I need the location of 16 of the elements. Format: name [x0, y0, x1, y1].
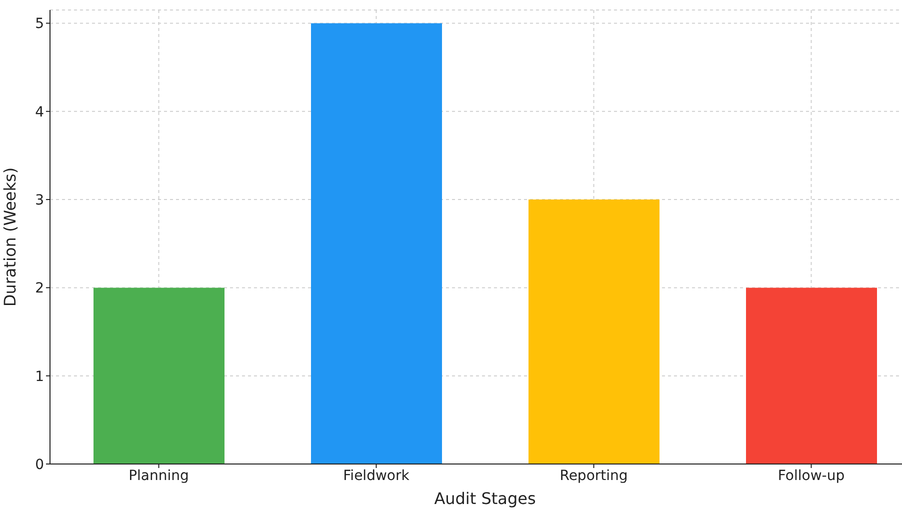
- bar: [746, 288, 877, 464]
- y-tick-label: 0: [35, 456, 44, 473]
- y-tick-label: 4: [35, 104, 44, 120]
- y-tick-label: 3: [35, 192, 44, 209]
- bar: [94, 288, 224, 464]
- y-tick-label: 2: [35, 280, 44, 297]
- x-tick-label: Fieldwork: [343, 468, 410, 484]
- bar: [528, 200, 660, 464]
- y-tick-label: 1: [35, 368, 44, 385]
- y-tick-label: 5: [35, 16, 44, 32]
- bar: [311, 23, 442, 464]
- y-axis-title: Duration (Weeks): [0, 167, 20, 307]
- x-axis-title: Audit Stages: [434, 489, 536, 508]
- x-tick-label: Reporting: [560, 468, 628, 484]
- x-tick-label: Follow-up: [778, 468, 845, 484]
- x-tick-label: Planning: [128, 468, 189, 484]
